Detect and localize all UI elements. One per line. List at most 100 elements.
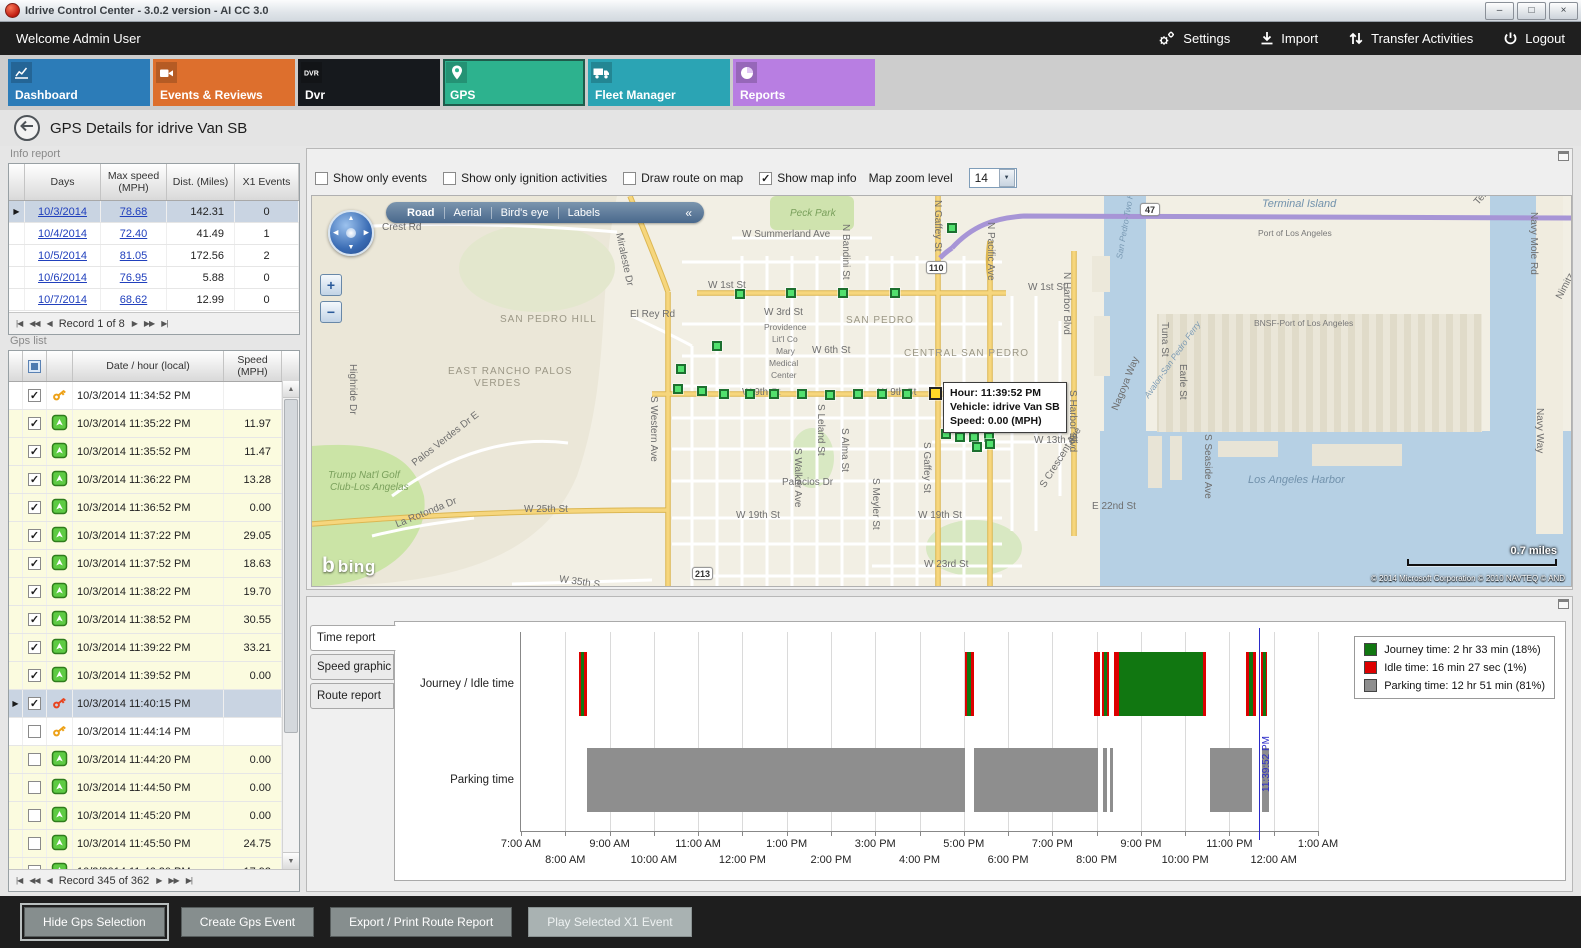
max-speed-link[interactable]: 78.68 <box>120 206 148 218</box>
gps-marker[interactable] <box>797 389 807 399</box>
row-checkbox[interactable]: ✓ <box>28 557 41 570</box>
gps-list-row[interactable]: ▶✓10/3/2014 11:40:15 PM <box>9 690 299 718</box>
pager-prev-icon[interactable]: ◀ <box>47 319 52 328</box>
row-checkbox[interactable] <box>28 809 41 822</box>
gps-list-scrollbar[interactable]: ▲ ▼ <box>282 381 299 869</box>
gps-marker[interactable] <box>719 389 729 399</box>
pager-next-icon[interactable]: ▶| <box>161 319 167 328</box>
map-view-road[interactable]: Road <box>398 207 444 219</box>
gps-marker[interactable] <box>786 288 796 298</box>
row-checkbox[interactable]: ✓ <box>28 697 41 710</box>
row-checkbox[interactable] <box>28 725 41 738</box>
topbar-logout-button[interactable]: Logout <box>1503 31 1565 46</box>
gps-marker[interactable] <box>676 364 686 374</box>
pager-prev-icon[interactable]: ◀◀ <box>29 319 39 328</box>
map-view-aerial[interactable]: Aerial <box>445 207 491 219</box>
collapse-map-nav-icon[interactable]: « <box>685 206 692 220</box>
info-report-row[interactable]: 10/5/201481.05172.562 <box>9 245 299 267</box>
gps-list-row[interactable]: ✓10/3/2014 11:36:52 PM0.00 <box>9 494 299 522</box>
info-report-row[interactable]: ▶10/3/201478.68142.310 <box>9 201 299 223</box>
pager-next-icon[interactable]: ▶▶ <box>144 319 154 328</box>
tab-speed-graphic[interactable]: Speed graphic <box>310 654 394 680</box>
tab-time-report[interactable]: Time report <box>310 625 396 651</box>
row-checkbox[interactable]: ✓ <box>28 669 41 682</box>
hide-gps-selection-button[interactable]: Hide Gps Selection <box>24 907 165 937</box>
gps-marker[interactable] <box>825 390 835 400</box>
pager-next-icon[interactable]: ▶ <box>132 319 137 328</box>
day-link[interactable]: 10/6/2014 <box>38 272 87 284</box>
map-zoom-out-button[interactable]: − <box>320 301 342 323</box>
pager-prev-icon[interactable]: |◀ <box>16 319 22 328</box>
day-link[interactable]: 10/4/2014 <box>38 228 87 240</box>
topbar-settings-button[interactable]: Settings <box>1157 30 1230 47</box>
day-link[interactable]: 10/7/2014 <box>38 294 87 306</box>
row-checkbox[interactable]: ✓ <box>28 501 41 514</box>
day-link[interactable]: 10/3/2014 <box>38 206 87 218</box>
gps-list-row[interactable]: ✓10/3/2014 11:39:52 PM0.00 <box>9 662 299 690</box>
tab-gps[interactable]: GPS <box>443 59 585 106</box>
column-header-dist-miles[interactable]: Dist. (Miles) <box>167 164 235 200</box>
gps-list-row[interactable]: 10/3/2014 11:44:50 PM0.00 <box>9 774 299 802</box>
checkbox-show-only-events[interactable]: Show only events <box>315 171 427 185</box>
gps-list-row[interactable]: ✓10/3/2014 11:38:52 PM30.55 <box>9 606 299 634</box>
bing-map[interactable]: RoadAerialBird's eyeLabels« ▲ ▼ ◀ ▶ + − … <box>311 195 1572 587</box>
gps-marker[interactable] <box>947 223 957 233</box>
checkbox-show-only-ignition-activities[interactable]: Show only ignition activities <box>443 171 607 185</box>
tab-dvr[interactable]: DVRDvr <box>298 59 440 106</box>
max-speed-link[interactable]: 76.95 <box>120 272 148 284</box>
gps-list-row[interactable]: 10/3/2014 11:45:20 PM0.00 <box>9 802 299 830</box>
checkbox-show-map-info[interactable]: ✓Show map info <box>759 171 856 185</box>
gps-marker[interactable] <box>902 389 912 399</box>
max-speed-link[interactable]: 68.62 <box>120 294 148 306</box>
gps-list-row[interactable]: ✓10/3/2014 11:38:22 PM19.70 <box>9 578 299 606</box>
minimize-button[interactable]: – <box>1485 2 1514 20</box>
scrollbar-thumb[interactable] <box>284 399 298 733</box>
day-link[interactable]: 10/5/2014 <box>38 250 87 262</box>
pager-next-icon[interactable]: ▶▶ <box>168 876 178 885</box>
row-checkbox[interactable]: ✓ <box>28 613 41 626</box>
pager-prev-icon[interactable]: ◀ <box>47 876 52 885</box>
checkbox-draw-route-on-map[interactable]: Draw route on map <box>623 171 743 185</box>
info-report-row[interactable]: 10/6/201476.955.880 <box>9 267 299 289</box>
gps-marker[interactable] <box>969 432 979 442</box>
gps-list-row[interactable]: ✓10/3/2014 11:34:52 PM <box>9 382 299 410</box>
gps-marker[interactable] <box>985 439 995 449</box>
gps-marker[interactable] <box>838 288 848 298</box>
gps-list-row[interactable]: 10/3/2014 11:45:50 PM24.75 <box>9 830 299 858</box>
pan-east-icon[interactable]: ▶ <box>364 230 369 237</box>
gps-list-row[interactable]: ✓10/3/2014 11:35:52 PM11.47 <box>9 438 299 466</box>
pan-north-icon[interactable]: ▲ <box>348 215 355 222</box>
gps-list-row[interactable]: ✓10/3/2014 11:39:22 PM33.21 <box>9 634 299 662</box>
close-button[interactable]: × <box>1549 2 1578 20</box>
column-header-max-speed-mph[interactable]: Max speed (MPH) <box>101 164 167 200</box>
gps-marker[interactable] <box>735 289 745 299</box>
info-report-row[interactable]: 10/4/201472.4041.491 <box>9 223 299 245</box>
row-checkbox[interactable]: ✓ <box>28 641 41 654</box>
pager-next-icon[interactable]: ▶| <box>186 876 192 885</box>
maximize-map-panel-icon[interactable] <box>1558 151 1569 161</box>
tab-route-report[interactable]: Route report <box>310 683 394 709</box>
scroll-up-icon[interactable]: ▲ <box>283 381 299 398</box>
gps-marker[interactable] <box>697 386 707 396</box>
gps-marker[interactable] <box>877 389 887 399</box>
gps-marker[interactable] <box>972 442 982 452</box>
column-header-days[interactable]: Days <box>25 164 101 200</box>
map-view-labels[interactable]: Labels <box>559 207 609 219</box>
row-checkbox[interactable]: ✓ <box>28 445 41 458</box>
gps-marker[interactable] <box>712 341 722 351</box>
back-button[interactable] <box>14 115 40 141</box>
row-checkbox[interactable] <box>28 837 41 850</box>
row-checkbox[interactable] <box>28 753 41 766</box>
row-checkbox[interactable] <box>28 781 41 794</box>
map-zoom-in-button[interactable]: + <box>320 274 342 296</box>
tab-fleet-manager[interactable]: Fleet Manager <box>588 59 730 106</box>
gps-list-row[interactable]: ✓10/3/2014 11:35:22 PM11.97 <box>9 410 299 438</box>
row-checkbox[interactable]: ✓ <box>28 529 41 542</box>
gps-marker[interactable] <box>890 288 900 298</box>
pager-next-icon[interactable]: ▶ <box>156 876 161 885</box>
gps-list-row[interactable]: 10/3/2014 11:44:20 PM0.00 <box>9 746 299 774</box>
map-zoom-select[interactable]: 14 ▼ <box>969 168 1017 188</box>
pager-prev-icon[interactable]: |◀ <box>16 876 22 885</box>
max-speed-link[interactable]: 72.40 <box>120 228 148 240</box>
gps-marker[interactable] <box>853 389 863 399</box>
